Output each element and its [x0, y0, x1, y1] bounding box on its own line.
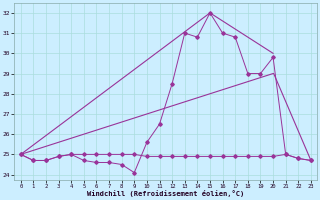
X-axis label: Windchill (Refroidissement éolien,°C): Windchill (Refroidissement éolien,°C)	[87, 190, 244, 197]
